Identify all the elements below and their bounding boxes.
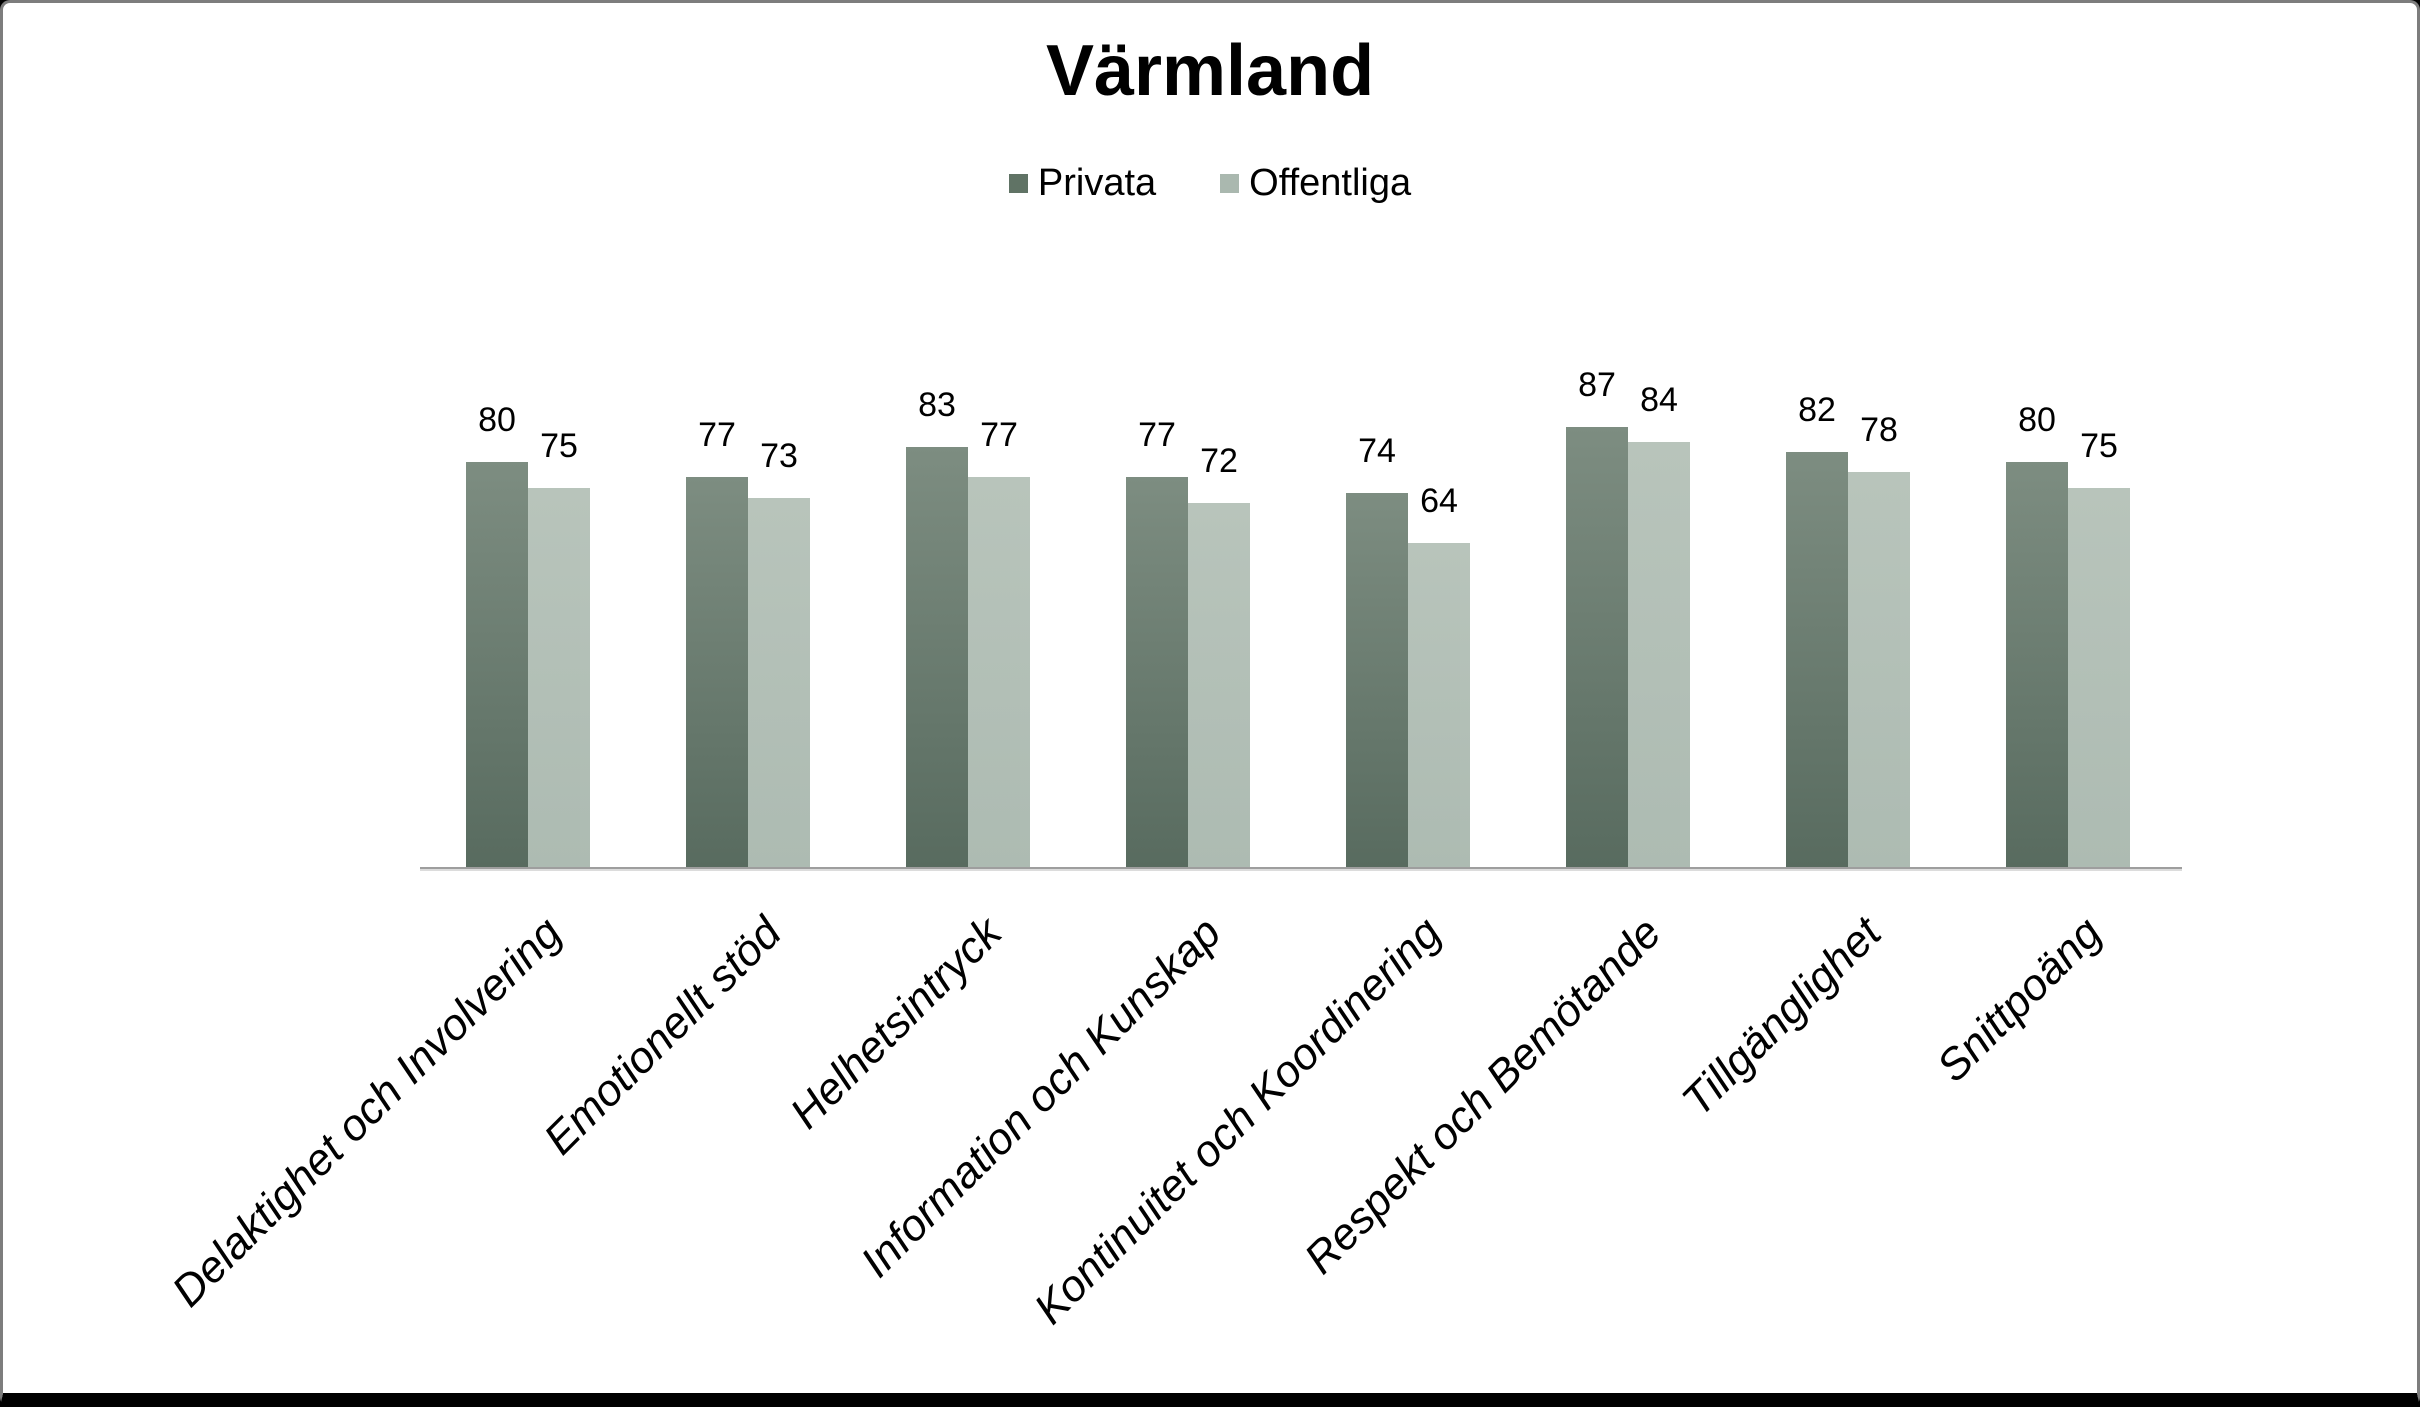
legend-label-offentliga: Offentliga: [1249, 162, 1412, 204]
bar-offentliga-5: [1628, 442, 1690, 867]
category-label-4: Kontinuitet och Koordinering: [1025, 908, 1451, 1334]
legend: Privata Offentliga: [0, 162, 2420, 205]
category-label-7: Snittpoäng: [1927, 908, 2111, 1092]
bar-offentliga-4: [1408, 543, 1470, 867]
bar-privata-4: [1346, 493, 1408, 867]
legend-swatch-privata: [1008, 174, 1028, 193]
bar-offentliga-0: [528, 488, 590, 867]
category-label-6: Tillgänglighet: [1672, 908, 1891, 1126]
value-label-offentliga-7: 75: [2080, 427, 2118, 465]
category-label-2: Helhetsintryck: [780, 908, 1011, 1139]
value-label-offentliga-2: 77: [980, 416, 1018, 454]
value-label-offentliga-3: 72: [1200, 442, 1238, 480]
value-label-privata-3: 77: [1138, 416, 1176, 454]
bar-privata-3: [1126, 477, 1188, 867]
legend-item-offentliga: Offentliga: [1220, 162, 1411, 205]
x-axis-line: [420, 867, 2182, 871]
bar-privata-1: [686, 477, 748, 867]
legend-label-privata: Privata: [1037, 162, 1157, 204]
bar-privata-2: [906, 447, 968, 867]
value-label-offentliga-6: 78: [1860, 411, 1898, 449]
category-label-1: Emotionellt stöd: [534, 908, 791, 1165]
category-label-0: Delaktighet och Involvering: [162, 908, 571, 1317]
category-label-5: Respekt och Bemötande: [1295, 908, 1671, 1284]
bar-offentliga-6: [1848, 472, 1910, 867]
value-label-offentliga-5: 84: [1640, 381, 1678, 419]
bar-offentliga-2: [968, 477, 1030, 867]
bar-privata-0: [466, 462, 528, 867]
bar-privata-6: [1786, 452, 1848, 867]
bar-offentliga-1: [748, 498, 810, 867]
value-label-privata-5: 87: [1578, 366, 1616, 404]
value-label-privata-7: 80: [2018, 401, 2056, 439]
chart-title: Värmland: [1045, 31, 1375, 111]
value-label-offentliga-0: 75: [540, 427, 578, 465]
bar-offentliga-3: [1188, 503, 1250, 867]
value-label-privata-1: 77: [698, 416, 736, 454]
value-label-privata-0: 80: [478, 401, 516, 439]
value-label-offentliga-4: 64: [1420, 482, 1458, 520]
value-label-privata-6: 82: [1798, 391, 1836, 429]
bar-privata-5: [1566, 427, 1628, 867]
value-label-privata-4: 74: [1358, 432, 1396, 470]
value-label-privata-2: 83: [918, 386, 956, 424]
value-label-offentliga-1: 73: [760, 437, 798, 475]
bar-offentliga-7: [2068, 488, 2130, 867]
bar-privata-7: [2006, 462, 2068, 867]
legend-swatch-offentliga: [1220, 174, 1240, 193]
category-label-3: Information och Kunskap: [851, 908, 1231, 1287]
legend-item-privata: Privata: [1008, 162, 1157, 205]
